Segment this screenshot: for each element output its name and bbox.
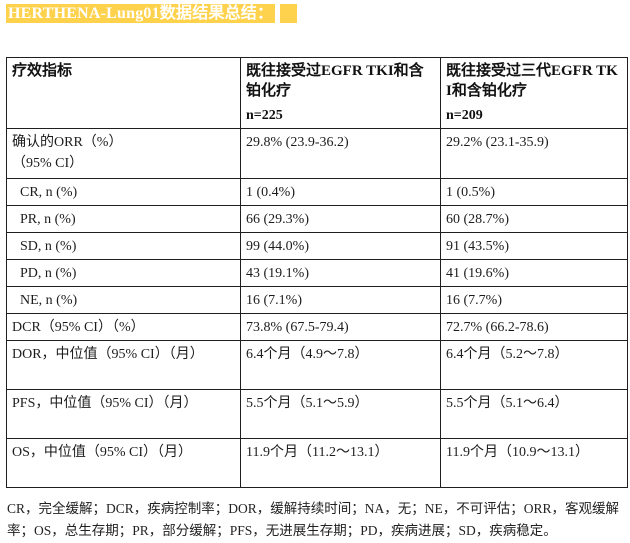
value-cell-third-gen: 72.7% (66.2-78.6)	[440, 313, 628, 341]
results-table: 疗效指标 既往接受过EGFR TKI和含铂化疗 n=225 既往接受过三代EGF…	[6, 57, 628, 488]
table-row: NE, n (%) 16 (7.1%) 16 (7.7%)	[6, 286, 628, 314]
value-cell-third-gen: 6.4个月（5.2～7.8）	[440, 340, 628, 390]
header-egfr-tki-group: 既往接受过EGFR TKI和含铂化疗 n=225	[240, 57, 441, 129]
table-row: CR, n (%) 1 (0.4%) 1 (0.5%)	[6, 178, 628, 206]
table-row: PFS，中位值（95% CI）（月） 5.5个月（5.1～5.9） 5.5个月（5.…	[6, 389, 628, 439]
table-row: DCR（95% CI）（%） 73.8% (67.5-79.4) 72.7% (66…	[6, 313, 628, 341]
value-cell-egfr-tki: 29.8% (23.9-36.2)	[240, 128, 441, 179]
value-cell-third-gen: 60 (28.7%)	[440, 205, 628, 233]
value-cell-third-gen: 1 (0.5%)	[440, 178, 628, 206]
header-col2-title: 既往接受过EGFR TKI和含铂化疗	[246, 63, 424, 100]
value-cell-third-gen: 41 (19.6%)	[440, 259, 628, 287]
row-label: OS，中位值（95% CI）（月）	[6, 438, 241, 488]
row-label: NE, n (%)	[6, 286, 241, 314]
table-row: 确认的ORR（%） （95% CI） 29.8% (23.9-36.2) 29.2%…	[6, 128, 628, 179]
row-label: PR, n (%)	[6, 205, 241, 233]
row-label: PD, n (%)	[6, 259, 241, 287]
value-cell-egfr-tki: 5.5个月（5.1～5.9）	[240, 389, 441, 439]
value-cell-egfr-tki: 16 (7.1%)	[240, 286, 441, 314]
highlight-tail-mark	[280, 4, 298, 23]
value-cell-egfr-tki: 66 (29.3%)	[240, 205, 441, 233]
value-cell-third-gen: 5.5个月（5.1～6.4）	[440, 389, 628, 439]
value-cell-egfr-tki: 73.8% (67.5-79.4)	[240, 313, 441, 341]
row-label: DCR（95% CI）（%）	[6, 313, 241, 341]
value-cell-egfr-tki: 11.9个月（11.2～13.1）	[240, 438, 441, 488]
value-cell-third-gen: 29.2% (23.1-35.9)	[440, 128, 628, 179]
value-cell-third-gen: 11.9个月（10.9～13.1）	[440, 438, 628, 488]
row-label: PFS，中位值（95% CI）（月）	[6, 389, 241, 439]
row-label: SD, n (%)	[6, 232, 241, 260]
header-col2-n: n=225	[246, 107, 283, 123]
table-header-row: 疗效指标 既往接受过EGFR TKI和含铂化疗 n=225 既往接受过三代EGF…	[6, 57, 628, 129]
value-cell-third-gen: 91 (43.5%)	[440, 232, 628, 260]
header-col3-n: n=209	[446, 107, 483, 123]
table-body: 确认的ORR（%） （95% CI） 29.8% (23.9-36.2) 29.2%…	[6, 128, 628, 488]
page-title-line: HERTHENA-Lung01数据结果总结：	[6, 4, 627, 24]
value-cell-egfr-tki: 43 (19.1%)	[240, 259, 441, 287]
row-label: CR, n (%)	[6, 178, 241, 206]
table-row: OS，中位值（95% CI）（月） 11.9个月（11.2～13.1） 11.9个月…	[6, 438, 628, 488]
footnote: CR，完全缓解；DCR，疾病控制率；DOR，缓解持续时间；NA，无；NE，不可评…	[7, 501, 620, 539]
header-col1-title: 疗效指标	[12, 63, 73, 79]
table-row: DOR，中位值（95% CI）（月） 6.4个月（4.9～7.8） 6.4个月（5.…	[6, 340, 628, 390]
value-cell-egfr-tki: 99 (44.0%)	[240, 232, 441, 260]
table-row: SD, n (%) 99 (44.0%) 91 (43.5%)	[6, 232, 628, 260]
value-cell-third-gen: 16 (7.7%)	[440, 286, 628, 314]
value-cell-egfr-tki: 1 (0.4%)	[240, 178, 441, 206]
header-efficacy-indicator: 疗效指标	[6, 57, 241, 129]
row-label: 确认的ORR（%） （95% CI）	[6, 128, 241, 179]
value-cell-egfr-tki: 6.4个月（4.9～7.8）	[240, 340, 441, 390]
table-row: PD, n (%) 43 (19.1%) 41 (19.6%)	[6, 259, 628, 287]
page-title: HERTHENA-Lung01数据结果总结：	[6, 4, 276, 23]
row-label: DOR，中位值（95% CI）（月）	[6, 340, 241, 390]
header-third-gen-egfr-tki-group: 既往接受过三代EGFR TKI和含铂化疗 n=209	[440, 57, 628, 129]
header-col3-title: 既往接受过三代EGFR TKI和含铂化疗	[446, 63, 618, 100]
table-row: PR, n (%) 66 (29.3%) 60 (28.7%)	[6, 205, 628, 233]
